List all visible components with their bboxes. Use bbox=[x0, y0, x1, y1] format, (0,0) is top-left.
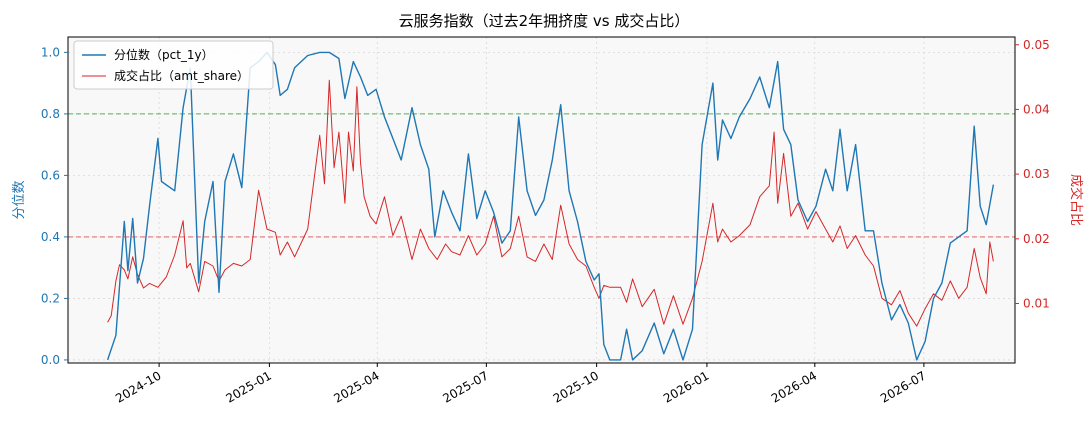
x-tick-label: 2025-01 bbox=[223, 368, 273, 405]
left-axis-label: 分位数 bbox=[12, 180, 27, 219]
y-right-tick-label: 0.02 bbox=[1023, 232, 1050, 246]
y-left-tick-label: 0.6 bbox=[41, 168, 60, 182]
y-left-tick-label: 0.8 bbox=[41, 107, 60, 121]
x-tick-label: 2025-10 bbox=[551, 368, 601, 405]
legend-box bbox=[73, 40, 274, 90]
x-tick-label: 2025-04 bbox=[331, 368, 381, 405]
grid-layer bbox=[68, 37, 1015, 363]
legend: 分位数（pct_1y） 成交占比（amt_share） bbox=[73, 40, 274, 90]
y-right-tick-label: 0.05 bbox=[1023, 38, 1050, 52]
legend-label-amt: 成交占比（amt_share） bbox=[114, 68, 249, 83]
y-right-tick-label: 0.03 bbox=[1023, 167, 1050, 181]
x-tick-label: 2025-07 bbox=[440, 368, 490, 405]
series-line-amt-share bbox=[107, 79, 994, 327]
right-axis-label: 成交占比 bbox=[1068, 174, 1084, 226]
y-left-tick-label: 0.4 bbox=[41, 230, 60, 244]
x-tick-label: 2026-04 bbox=[769, 368, 819, 405]
x-tick-label: 2026-07 bbox=[878, 368, 928, 405]
plot-frame bbox=[67, 36, 1016, 364]
y-left-tick-label: 0.0 bbox=[41, 353, 60, 367]
y-right-tick-label: 0.04 bbox=[1023, 102, 1050, 116]
y-right-tick-label: 0.01 bbox=[1023, 296, 1050, 310]
x-tick-label: 2024-10 bbox=[113, 368, 163, 405]
plot-background bbox=[68, 37, 1015, 363]
x-tick-label: 2026-01 bbox=[661, 368, 711, 405]
y-left-tick-label: 1.0 bbox=[41, 45, 60, 59]
series-line-pct-1y bbox=[106, 51, 995, 361]
y-left-tick-label: 0.2 bbox=[41, 291, 60, 305]
chart-title: 云服务指数（过去2年拥挤度 vs 成交占比） bbox=[399, 12, 690, 30]
reference-lines bbox=[68, 113, 1015, 238]
series-layer bbox=[106, 51, 995, 361]
legend-label-pct: 分位数（pct_1y） bbox=[114, 47, 214, 62]
